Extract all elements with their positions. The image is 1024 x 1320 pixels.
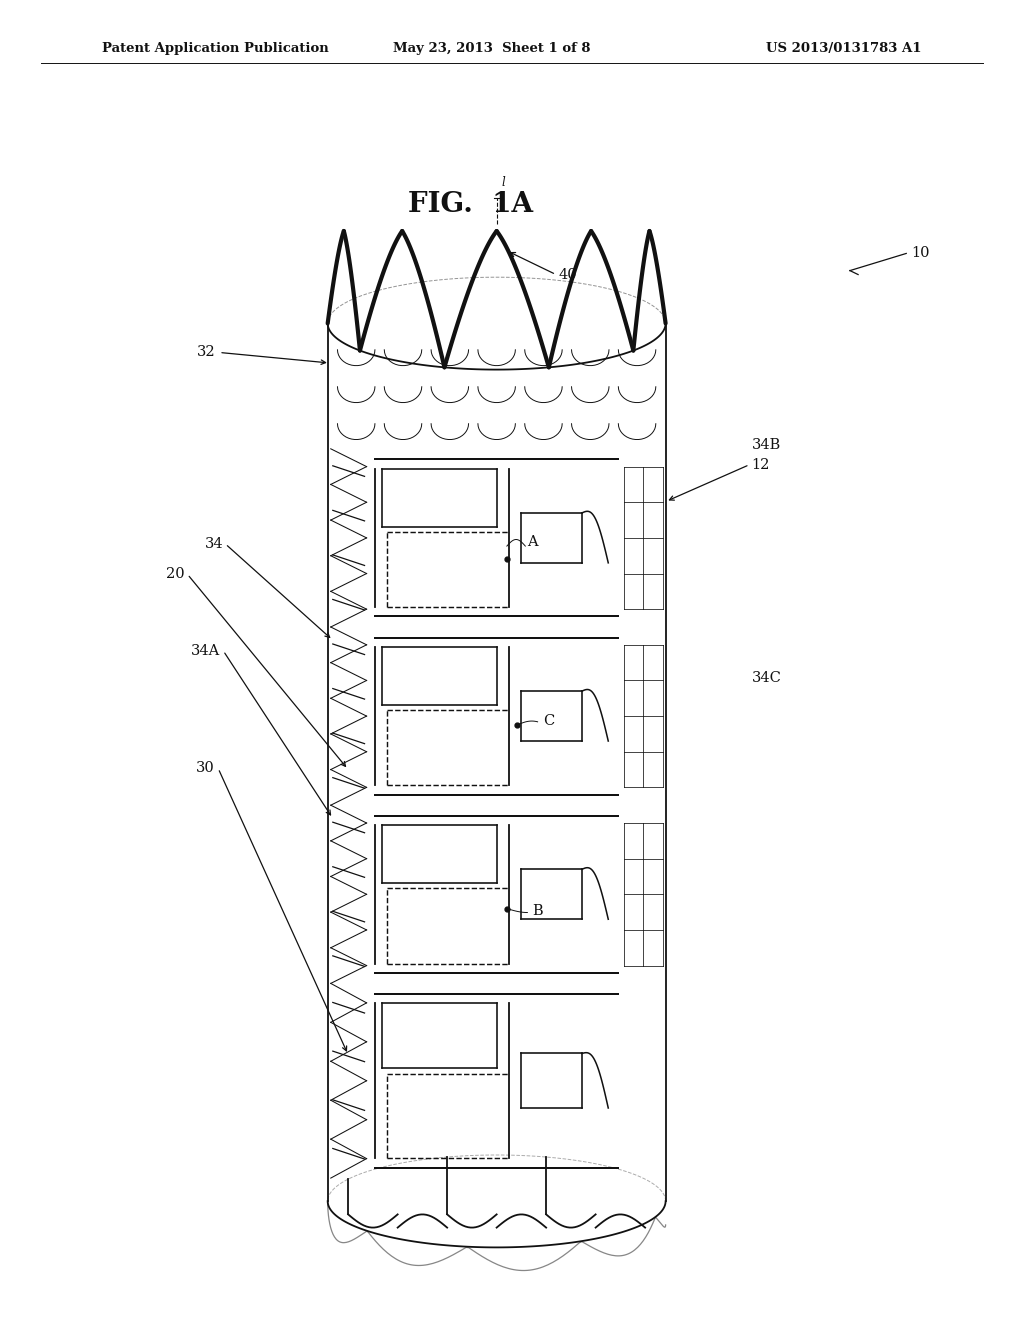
Text: 40: 40 [558,268,577,281]
Text: 10: 10 [911,247,930,260]
Text: 34A: 34A [190,644,220,657]
Text: l: l [502,176,506,189]
Text: 12: 12 [752,458,770,471]
Text: 34C: 34C [752,672,781,685]
Text: A: A [527,535,538,549]
Text: US 2013/0131783 A1: US 2013/0131783 A1 [766,42,922,55]
Text: 34: 34 [205,537,223,550]
Text: May 23, 2013  Sheet 1 of 8: May 23, 2013 Sheet 1 of 8 [393,42,590,55]
Text: C: C [543,714,554,729]
Text: B: B [532,904,543,919]
Text: FIG.  1A: FIG. 1A [409,191,534,218]
Text: 32: 32 [197,346,215,359]
Text: 20: 20 [166,568,184,581]
Text: 30: 30 [197,762,215,775]
Text: 34B: 34B [752,438,781,451]
Text: Patent Application Publication: Patent Application Publication [102,42,329,55]
